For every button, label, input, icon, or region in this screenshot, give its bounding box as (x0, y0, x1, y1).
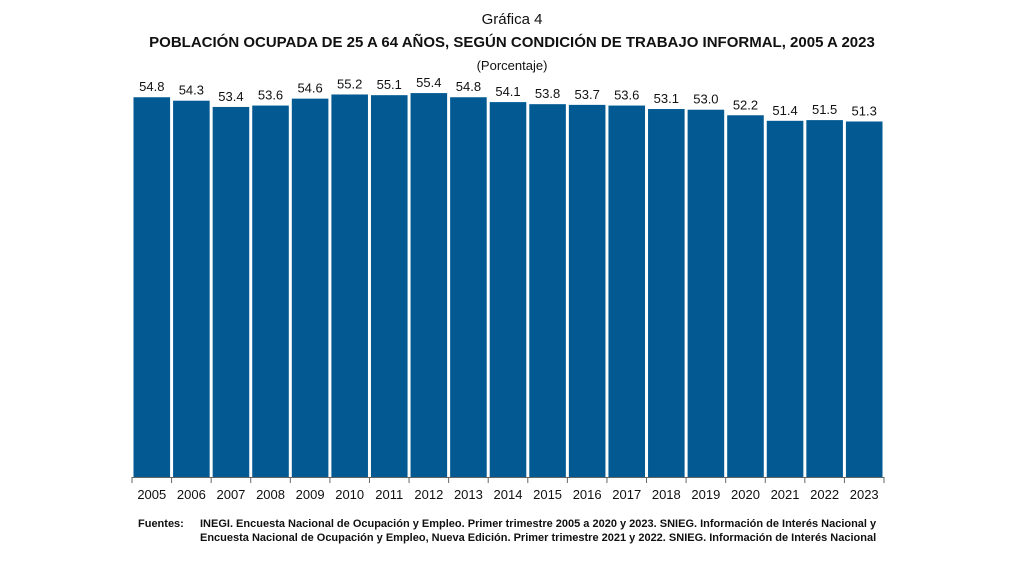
data-label: 51.5 (812, 102, 837, 117)
x-tick-label: 2021 (771, 487, 800, 502)
x-tick-label: 2015 (533, 487, 562, 502)
data-label: 53.0 (693, 92, 718, 107)
bar (687, 109, 725, 477)
bar (766, 120, 804, 478)
bar (648, 109, 685, 478)
data-label: 53.4 (218, 89, 243, 104)
x-tick-label: 2016 (573, 487, 602, 502)
bar (133, 97, 171, 478)
data-label: 53.1 (654, 91, 679, 106)
data-label: 54.8 (139, 79, 164, 94)
x-tick-label: 2019 (691, 487, 720, 502)
data-label: 53.6 (614, 88, 639, 103)
x-tick-label: 2018 (652, 487, 681, 502)
bar (173, 100, 210, 478)
data-label: 51.4 (772, 103, 797, 118)
bar (212, 106, 250, 478)
data-label: 55.2 (337, 76, 362, 91)
x-tick-label: 2020 (731, 487, 760, 502)
data-label: 52.2 (733, 97, 758, 112)
data-label: 53.8 (535, 86, 560, 101)
x-tick-label: 2006 (177, 487, 206, 502)
bar (370, 95, 408, 478)
bar (410, 93, 448, 478)
bar (806, 120, 843, 477)
data-label: 53.7 (575, 87, 600, 102)
data-label: 53.6 (258, 88, 283, 103)
data-label: 55.4 (416, 75, 441, 90)
x-tick-label: 2012 (414, 487, 443, 502)
data-label: 54.8 (456, 79, 481, 94)
x-tick-label: 2005 (137, 487, 166, 502)
bar (845, 121, 883, 477)
bar (291, 98, 329, 477)
bar (489, 102, 527, 477)
bar (529, 104, 566, 477)
x-tick-label: 2011 (375, 487, 403, 502)
chart-title: Población ocupada de 25 a 64 años, según… (149, 34, 875, 51)
data-label: 55.1 (377, 77, 402, 92)
data-label: 54.1 (495, 84, 520, 99)
bar (568, 104, 606, 478)
x-tick-label: 2008 (256, 487, 285, 502)
data-label: 54.6 (297, 81, 322, 96)
bar (608, 105, 646, 477)
x-tick-label: 2010 (335, 487, 364, 502)
x-tick-label: 2009 (296, 487, 325, 502)
x-tick-label: 2007 (216, 487, 245, 502)
bar (450, 97, 487, 478)
x-tick-label: 2013 (454, 487, 483, 502)
x-tick-label: 2022 (810, 487, 839, 502)
source-label: Fuentes: (138, 518, 184, 530)
x-tick-label: 2014 (494, 487, 523, 502)
bar (252, 105, 289, 477)
bar (331, 94, 368, 477)
source-text: INEGI. Encuesta Nacional de Ocupación y … (200, 518, 877, 544)
data-label: 54.3 (179, 83, 204, 98)
x-tick-label: 2017 (612, 487, 641, 502)
figure-label: Gráfica 4 (481, 11, 543, 28)
bar (727, 115, 764, 478)
data-label: 51.3 (852, 104, 877, 119)
chart-subtitle: (Porcentaje) (476, 58, 548, 73)
x-tick-label: 2023 (850, 487, 879, 502)
